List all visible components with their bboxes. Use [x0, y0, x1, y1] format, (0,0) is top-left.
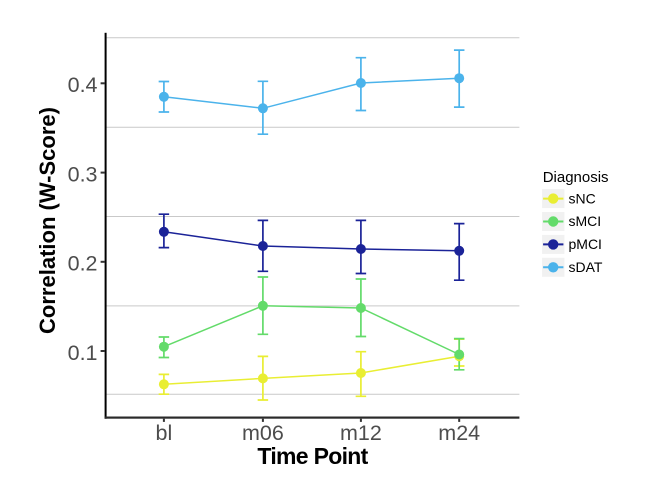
svg-text:m06: m06 — [242, 421, 284, 445]
svg-text:0.4: 0.4 — [68, 73, 98, 97]
svg-text:m12: m12 — [340, 421, 382, 445]
svg-text:Time Point: Time Point — [257, 443, 368, 469]
svg-text:pMCI: pMCI — [569, 236, 602, 252]
svg-text:m24: m24 — [438, 421, 480, 445]
svg-text:Correlation (W-Score): Correlation (W-Score) — [35, 107, 60, 334]
svg-text:sDAT: sDAT — [569, 259, 603, 275]
svg-text:0.3: 0.3 — [68, 162, 98, 186]
svg-text:bl: bl — [156, 421, 173, 445]
svg-text:sMCI: sMCI — [569, 213, 602, 229]
svg-text:0.1: 0.1 — [68, 341, 98, 365]
svg-text:0.2: 0.2 — [68, 252, 98, 276]
svg-text:Diagnosis: Diagnosis — [543, 169, 609, 186]
svg-text:sNC: sNC — [569, 190, 596, 206]
